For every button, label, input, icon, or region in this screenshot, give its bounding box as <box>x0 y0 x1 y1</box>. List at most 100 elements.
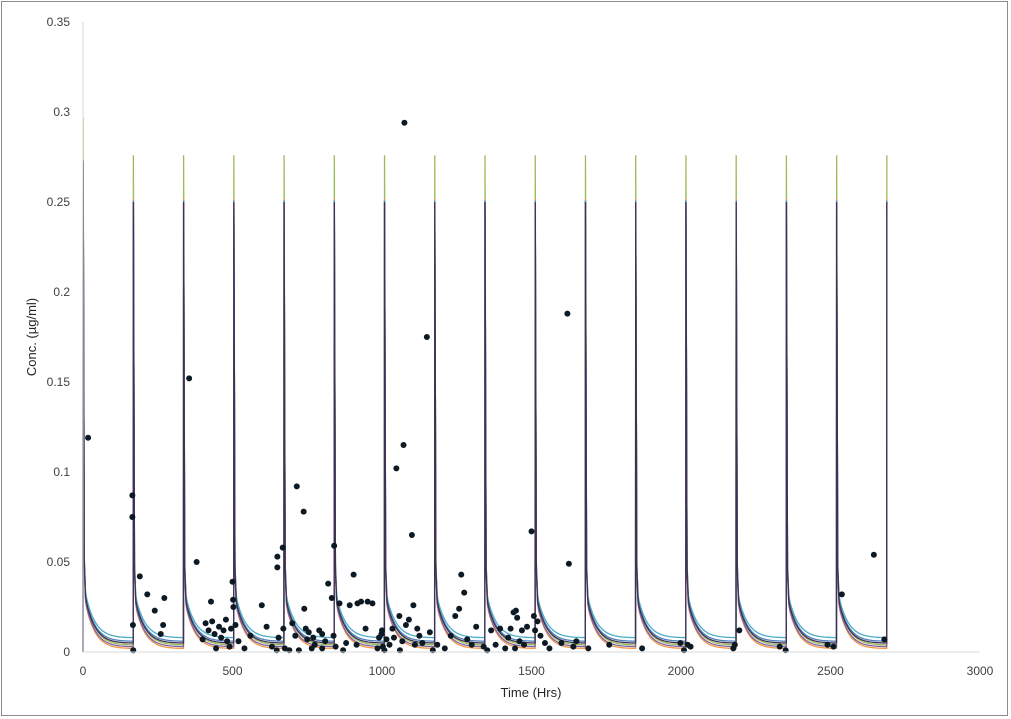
observed-point <box>186 375 193 382</box>
observed-point <box>346 602 353 609</box>
observed-point <box>258 602 265 609</box>
observed-point <box>274 553 281 560</box>
observed-point <box>512 607 519 614</box>
observed-point <box>230 596 237 603</box>
observed-point <box>514 614 521 621</box>
observed-point <box>502 645 509 652</box>
observed-point <box>211 631 218 637</box>
y-tick-label: 0.3 <box>53 105 70 119</box>
observed-point <box>537 632 544 639</box>
observed-point <box>416 632 423 639</box>
observed-point <box>85 434 92 441</box>
observed-point <box>393 465 400 472</box>
observed-point <box>220 627 227 634</box>
observed-point <box>232 622 239 628</box>
observed-point <box>824 641 831 648</box>
observed-point <box>275 634 282 641</box>
observed-point <box>279 544 286 551</box>
observed-point <box>325 580 332 587</box>
observed-point <box>408 532 415 538</box>
observed-point <box>396 613 403 619</box>
x-tick-label: 1500 <box>518 664 545 678</box>
observed-point <box>389 625 396 632</box>
observed-point <box>585 645 592 652</box>
y-tick-label: 0.15 <box>47 375 71 389</box>
observed-point <box>247 632 254 639</box>
observed-point <box>300 508 307 515</box>
observed-point <box>570 643 577 650</box>
observed-point <box>229 578 236 585</box>
y-tick-label: 0 <box>63 645 70 659</box>
observed-point <box>222 616 229 623</box>
observed-point <box>870 551 877 558</box>
observed-point <box>274 564 281 571</box>
observed-point <box>532 627 539 634</box>
observed-point <box>379 627 385 634</box>
observed-point <box>216 623 223 630</box>
y-axis-title: Conc. (µg/ml) <box>24 298 39 376</box>
observed-point <box>374 645 381 652</box>
observed-point <box>447 632 454 639</box>
observed-point <box>369 600 376 607</box>
observed-point <box>289 620 296 627</box>
observed-point <box>336 600 343 607</box>
observed-point <box>310 634 317 641</box>
observed-point <box>144 591 151 598</box>
observed-point <box>399 638 406 645</box>
observed-point <box>414 625 421 632</box>
observed-point <box>405 616 412 623</box>
x-axis-title: Time (Hrs) <box>501 685 562 700</box>
observed-point <box>558 640 565 646</box>
observed-point <box>304 636 311 643</box>
x-tick-label: 2000 <box>668 664 695 678</box>
observed-point <box>400 442 407 448</box>
x-tick-label: 0 <box>80 664 87 678</box>
observed-point <box>464 636 471 643</box>
observed-point <box>330 632 337 639</box>
observed-point <box>410 602 417 609</box>
observed-point <box>362 625 369 632</box>
observed-point <box>390 634 397 641</box>
observed-point <box>401 119 408 126</box>
observed-point <box>639 645 646 652</box>
observed-point <box>606 641 613 648</box>
x-tick-label: 1000 <box>369 664 396 678</box>
observed-point <box>230 604 237 610</box>
observed-point <box>497 625 504 632</box>
observed-point <box>293 483 300 490</box>
observed-point <box>687 643 694 650</box>
observed-point <box>830 643 837 650</box>
observed-point <box>776 643 783 650</box>
axes: 0 0.05 0.1 0.15 0.2 0.25 0.3 0.35 0 500 1000 1500 20… <box>47 15 994 678</box>
observed-point <box>328 595 335 601</box>
observed-point <box>534 618 541 625</box>
observed-point <box>565 560 572 567</box>
observed-point <box>319 645 326 652</box>
observed-point <box>241 645 248 652</box>
observed-point <box>456 605 463 612</box>
observed-point <box>268 643 275 650</box>
observed-point <box>161 595 168 601</box>
x-tick-label: 500 <box>222 664 242 678</box>
observed-point <box>736 627 743 634</box>
x-tick-label: 3000 <box>967 664 994 678</box>
observed-point <box>677 640 684 646</box>
observed-point <box>350 571 357 578</box>
observed-point <box>322 638 329 645</box>
observed-point <box>280 625 287 632</box>
observed-point <box>512 645 519 652</box>
observed-point <box>160 622 167 628</box>
observed-point <box>518 627 525 634</box>
observed-point <box>235 638 242 645</box>
observed-point <box>423 334 430 340</box>
observed-point <box>492 641 499 648</box>
y-tick-label: 0.25 <box>47 195 71 209</box>
y-tick-label: 0.35 <box>47 15 71 29</box>
observed-point <box>541 640 548 646</box>
observed-point <box>507 625 514 632</box>
observed-point <box>383 636 390 643</box>
observed-point <box>226 643 233 650</box>
observed-point <box>881 636 888 643</box>
